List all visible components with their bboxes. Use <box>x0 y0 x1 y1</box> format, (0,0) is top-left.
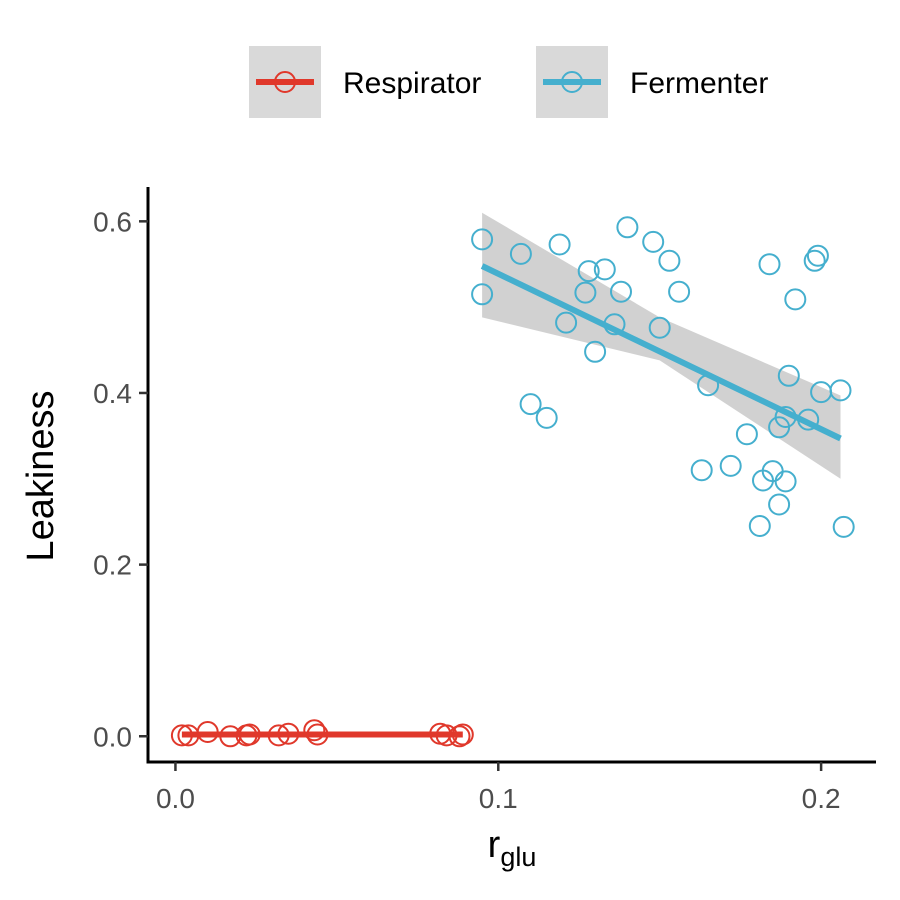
data-point-1-4 <box>535 406 558 429</box>
x-axis-title: rglu <box>488 824 537 872</box>
data-point-1-8 <box>577 260 600 283</box>
data-point-1-34 <box>806 244 829 267</box>
data-point-1-22 <box>748 515 771 537</box>
data-point-1-26 <box>768 493 791 516</box>
fit-line-1 <box>480 263 842 442</box>
data-point-1-0 <box>471 228 494 251</box>
x-axis-title-main: r <box>488 824 501 866</box>
data-point-1-12 <box>610 280 632 303</box>
legend-key-marker-1 <box>561 71 583 93</box>
x-tick-label-2: 0.2 <box>802 783 841 814</box>
axes: 0.0 0.2 0.4 0.6 0.0 0.1 0.2 <box>93 187 876 814</box>
data-point-1-33 <box>803 249 826 272</box>
data-point-1-37 <box>832 515 855 538</box>
data-point-1-16 <box>658 249 681 272</box>
y-tick-label-3: 0.6 <box>93 206 132 237</box>
data-point-1-2 <box>509 242 532 265</box>
legend-label-0: Respirator <box>343 67 481 100</box>
x-tick-label-1: 0.1 <box>479 783 518 814</box>
plot-area <box>170 212 855 748</box>
data-point-1-21 <box>735 423 758 446</box>
y-tick-label-2: 0.4 <box>93 378 132 409</box>
data-point-1-30 <box>777 364 800 387</box>
legend-label-1: Fermenter <box>630 67 768 100</box>
data-point-1-9 <box>584 340 607 363</box>
data-point-1-29 <box>774 470 797 493</box>
data-point-1-18 <box>690 459 713 482</box>
data-point-1-14 <box>642 230 665 253</box>
legend: Respirator Fermenter <box>249 46 768 118</box>
data-point-1-10 <box>593 258 616 281</box>
y-axis-title: Leakiness <box>20 390 62 561</box>
data-point-1-36 <box>829 379 852 402</box>
data-point-1-5 <box>548 233 571 256</box>
y-tick-label-0: 0.0 <box>93 721 132 752</box>
data-point-1-1 <box>471 283 494 306</box>
data-point-1-13 <box>616 216 639 239</box>
data-point-1-24 <box>758 253 781 276</box>
data-point-1-31 <box>784 288 807 311</box>
data-point-1-7 <box>574 281 597 304</box>
confidence-band-1 <box>482 212 841 479</box>
data-point-0-8 <box>303 719 326 742</box>
x-tick-label-0: 0.0 <box>156 783 195 814</box>
y-tick-label-1: 0.2 <box>93 550 132 581</box>
x-axis-title-subscript: glu <box>500 842 536 872</box>
data-point-1-6 <box>555 311 578 334</box>
data-point-1-17 <box>668 280 691 303</box>
data-point-1-3 <box>519 393 542 416</box>
data-point-1-15 <box>648 316 671 339</box>
legend-key-marker-0 <box>274 71 296 93</box>
data-point-1-20 <box>719 454 742 477</box>
